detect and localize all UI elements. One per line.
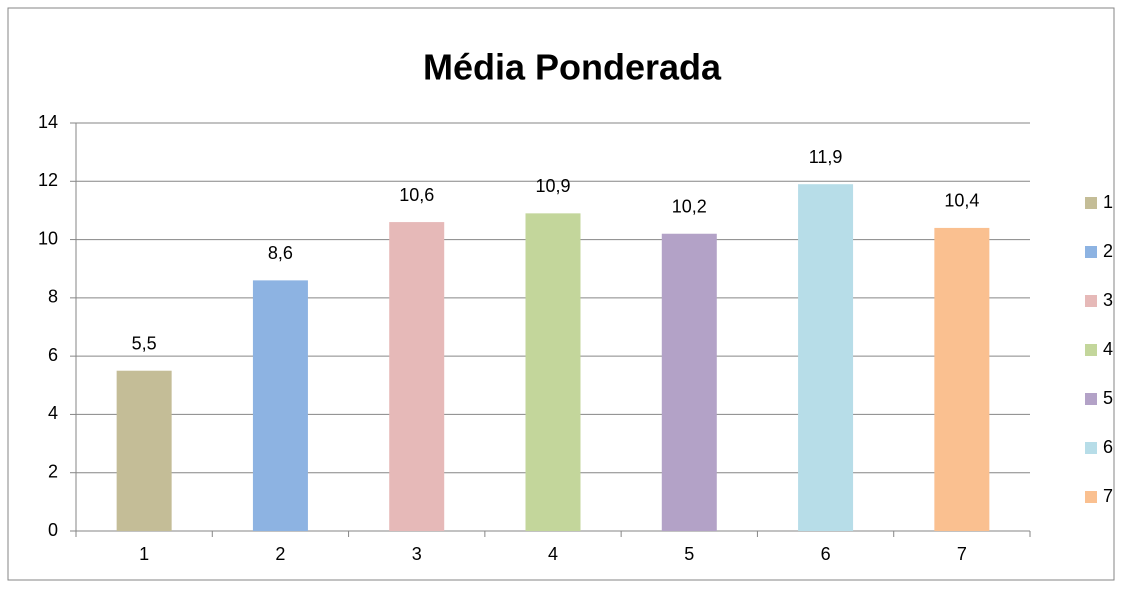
data-label: 10,2 [672,196,707,216]
legend-label: 4 [1103,339,1113,359]
data-label: 10,9 [535,176,570,196]
bar [389,222,445,532]
legend-label: 3 [1103,290,1113,310]
y-tick-label: 14 [38,112,58,132]
data-label: 10,4 [944,191,979,211]
legend-label: 1 [1103,192,1113,212]
x-tick-label: 2 [275,544,285,564]
data-label: 11,9 [809,147,843,167]
legend-swatch [1085,246,1097,258]
x-tick-label: 6 [821,544,831,564]
x-tick-label: 7 [957,544,967,564]
legend-swatch [1085,491,1097,503]
legend-label: 2 [1103,241,1113,261]
legend-label: 6 [1103,437,1113,457]
x-tick-label: 4 [548,544,558,564]
bar [934,227,990,531]
y-tick-label: 2 [48,461,58,481]
bar [798,184,854,531]
y-tick-label: 0 [48,520,58,540]
legend-swatch [1085,393,1097,405]
bar [661,233,717,531]
x-tick-label: 5 [684,544,694,564]
chart-title: Média Ponderada [423,47,722,88]
x-tick-label: 1 [139,544,149,564]
data-label: 5,5 [132,333,157,353]
bar [252,280,308,531]
bar [525,213,581,532]
y-tick-label: 10 [38,228,58,248]
legend-label: 5 [1103,388,1113,408]
legend-label: 7 [1103,486,1113,506]
y-tick-label: 8 [48,287,58,307]
legend-swatch [1085,295,1097,307]
data-label: 10,6 [399,185,434,205]
y-tick-label: 4 [48,403,58,423]
data-label: 8,6 [268,243,293,263]
x-tick-label: 3 [412,544,422,564]
y-tick-label: 6 [48,345,58,365]
bar [116,370,172,531]
legend-swatch [1085,442,1097,454]
y-tick-label: 12 [38,170,58,190]
legend-swatch [1085,197,1097,209]
legend-swatch [1085,344,1097,356]
